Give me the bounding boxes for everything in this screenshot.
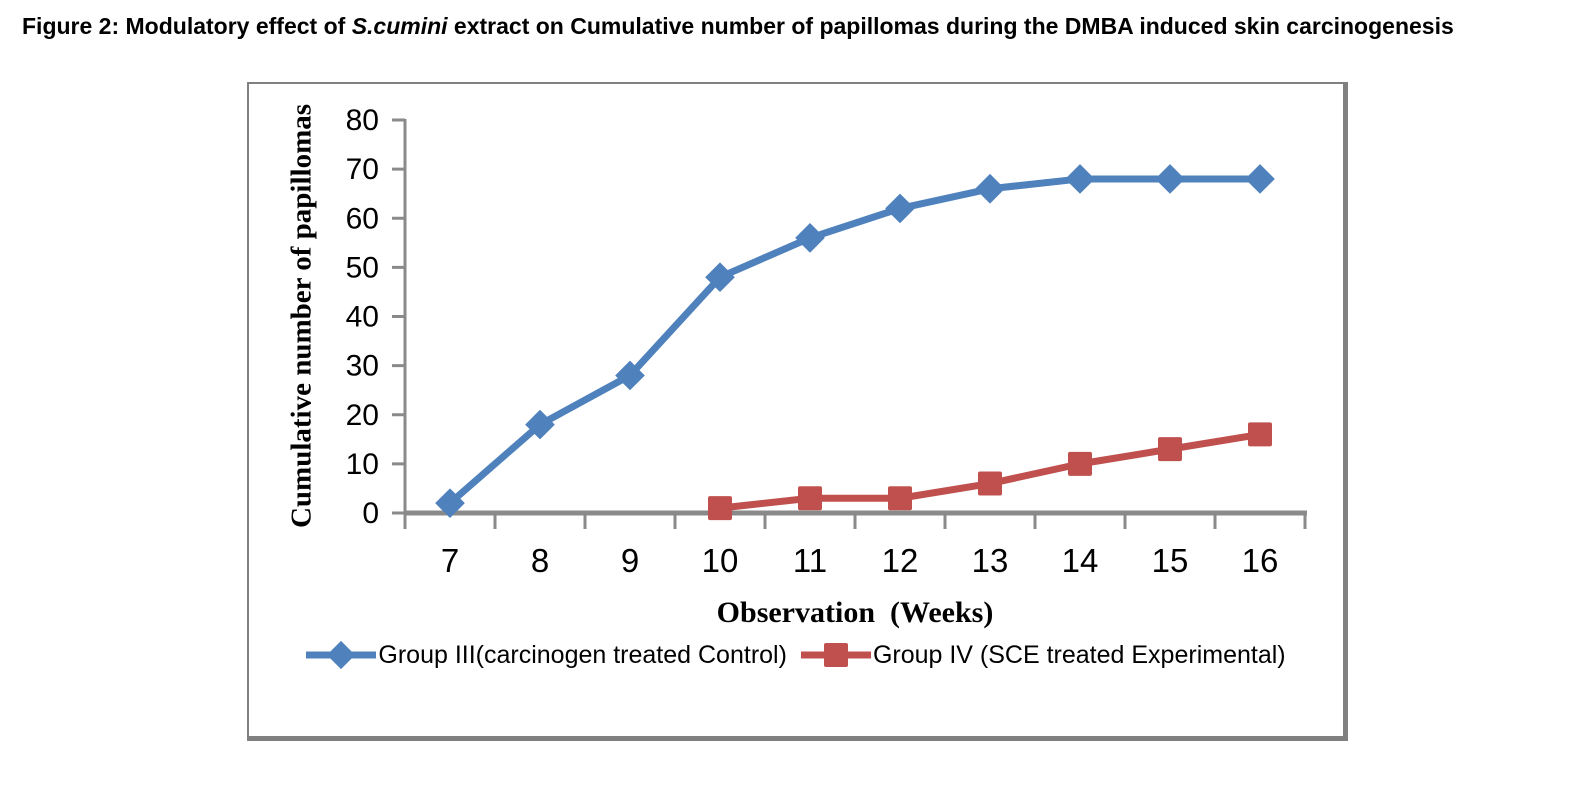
data-point-marker xyxy=(1155,164,1185,194)
legend-label-group3: Group III(carcinogen treated Control) xyxy=(378,640,787,669)
y-tick-label: 50 xyxy=(346,251,379,284)
data-point-marker xyxy=(885,193,915,224)
y-tick-label: 70 xyxy=(346,153,379,186)
series-line xyxy=(446,175,1264,507)
data-point-marker xyxy=(795,223,825,253)
data-point-marker xyxy=(525,409,555,440)
data-point-marker xyxy=(615,360,645,391)
y-tick-label: 80 xyxy=(346,104,379,137)
legend-marker-square-icon xyxy=(800,643,871,667)
x-axis-title: Observation (Weeks) xyxy=(716,596,994,629)
x-tick-label: 9 xyxy=(621,542,639,579)
x-tick-label: 13 xyxy=(972,542,1009,579)
data-point-marker xyxy=(1248,422,1272,447)
data-point-marker xyxy=(705,262,735,293)
data-point-marker xyxy=(978,471,1002,496)
legend-marker-diamond-icon xyxy=(306,640,377,670)
legend: Group III(carcinogen treated Control) Gr… xyxy=(249,640,1343,670)
x-tick-label: 8 xyxy=(531,542,549,579)
square-marker-icon xyxy=(823,643,848,667)
x-tick-label: 11 xyxy=(793,542,827,579)
figure-title: Figure 2: Modulatory effect of S.cumini … xyxy=(22,13,1454,40)
legend-item-group4: Group IV (SCE treated Experimental) xyxy=(800,640,1286,670)
data-point-marker xyxy=(888,486,912,511)
data-point-marker xyxy=(1158,437,1182,462)
x-tick-label: 15 xyxy=(1152,542,1189,579)
chart-area: 0 10 20 30 40 50 60 70 80 7 8 9 10 11 12 13 14 15 16 Cumul… xyxy=(247,82,1348,741)
figure-title-species-italic: S.cumini xyxy=(351,13,448,39)
x-tick-label: 10 xyxy=(702,542,739,579)
diamond-marker-icon xyxy=(327,640,356,670)
y-tick-label: 40 xyxy=(346,301,379,334)
y-axis-title: Cumulative number of papillomas xyxy=(285,103,318,529)
y-tick-label: 60 xyxy=(346,202,379,235)
y-tick-label: 30 xyxy=(346,350,379,383)
figure-title-suffix: extract on Cumulative number of papillom… xyxy=(447,13,1454,39)
y-tick-label: 10 xyxy=(346,448,379,481)
legend-item-group3: Group III(carcinogen treated Control) xyxy=(306,640,787,670)
y-tick-label: 20 xyxy=(346,399,379,432)
x-tick-label: 12 xyxy=(882,542,919,579)
x-tick-label: 16 xyxy=(1242,542,1279,579)
x-tick-label: 7 xyxy=(441,542,459,579)
data-point-marker xyxy=(708,496,732,521)
y-tick-label: 0 xyxy=(362,497,379,530)
line-chart-plot: 0 10 20 30 40 50 60 70 80 7 8 9 10 11 12 13 14 15 16 xyxy=(346,104,1307,579)
data-point-marker xyxy=(1245,164,1275,194)
figure-title-prefix: Figure 2: Modulatory effect of xyxy=(22,13,352,39)
data-point-marker xyxy=(798,486,822,511)
data-point-marker xyxy=(435,488,465,519)
data-point-marker xyxy=(1065,164,1095,194)
x-tick-label: 14 xyxy=(1062,542,1099,579)
data-point-marker xyxy=(1068,451,1092,476)
data-point-marker xyxy=(975,173,1005,204)
legend-label-group4: Group IV (SCE treated Experimental) xyxy=(872,640,1286,669)
